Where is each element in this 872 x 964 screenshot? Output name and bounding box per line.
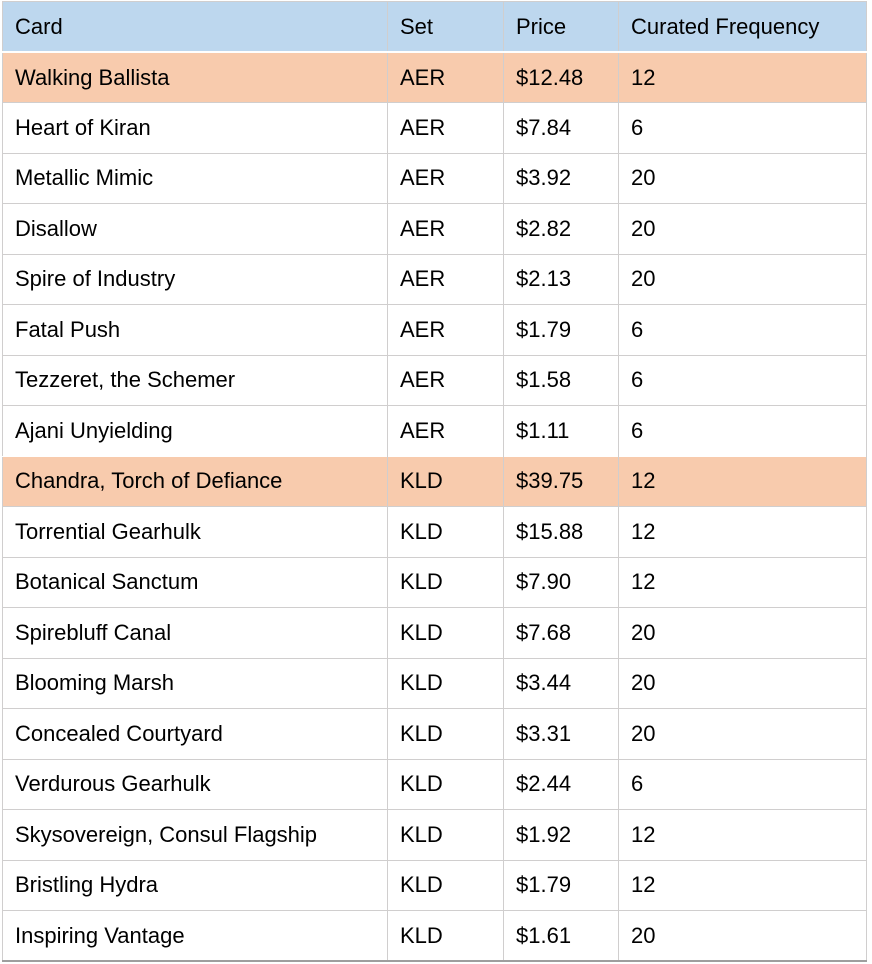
table-row: Spirebluff Canal KLD $7.68 20 [2, 607, 867, 658]
cell-price[interactable]: $1.61 [503, 910, 619, 961]
header-row: Card Set Price Curated Frequency [2, 1, 867, 53]
table-row: Fatal Push AER $1.79 6 [2, 304, 867, 355]
cell-card[interactable]: Ajani Unyielding [2, 405, 388, 456]
cell-set[interactable]: KLD [387, 657, 504, 709]
table-row: Torrential Gearhulk KLD $15.88 12 [2, 506, 867, 557]
cell-freq[interactable]: 6 [618, 405, 867, 456]
cell-price[interactable]: $7.90 [503, 556, 619, 608]
cell-freq[interactable]: 12 [618, 859, 867, 911]
table-row: Concealed Courtyard KLD $3.31 20 [2, 708, 867, 759]
cell-set[interactable]: KLD [387, 607, 504, 658]
cell-freq[interactable]: 20 [618, 253, 867, 305]
cell-price[interactable]: $3.31 [503, 708, 619, 759]
cell-price[interactable]: $2.13 [503, 253, 619, 305]
column-header-price[interactable]: Price [503, 1, 619, 53]
cell-price[interactable]: $2.44 [503, 758, 619, 810]
cell-set[interactable]: AER [387, 203, 504, 254]
cell-freq[interactable]: 20 [618, 607, 867, 658]
cell-freq[interactable]: 20 [618, 152, 867, 204]
cell-price[interactable]: $1.58 [503, 354, 619, 406]
table-row: Metallic Mimic AER $3.92 20 [2, 152, 867, 204]
cell-card[interactable]: Concealed Courtyard [2, 708, 388, 759]
cell-freq[interactable]: 20 [618, 203, 867, 254]
cell-card[interactable]: Spirebluff Canal [2, 607, 388, 658]
cell-set[interactable]: KLD [387, 859, 504, 911]
cell-card[interactable]: Skysovereign, Consul Flagship [2, 809, 388, 860]
cell-price[interactable]: $1.92 [503, 809, 619, 860]
cell-set[interactable]: KLD [387, 758, 504, 810]
cell-price[interactable]: $1.79 [503, 859, 619, 911]
cell-freq[interactable]: 12 [618, 455, 867, 507]
cell-freq[interactable]: 12 [618, 809, 867, 860]
cell-card[interactable]: Inspiring Vantage [2, 910, 388, 961]
cell-set[interactable]: KLD [387, 506, 504, 557]
column-header-frequency[interactable]: Curated Frequency [618, 1, 867, 53]
cell-freq[interactable]: 20 [618, 657, 867, 709]
cell-freq[interactable]: 12 [618, 556, 867, 608]
cell-freq[interactable]: 20 [618, 708, 867, 759]
cell-price[interactable]: $1.79 [503, 304, 619, 355]
cell-card[interactable]: Blooming Marsh [2, 657, 388, 709]
table-row: Chandra, Torch of Defiance KLD $39.75 12 [2, 455, 867, 507]
table-row: Bristling Hydra KLD $1.79 12 [2, 859, 867, 911]
cell-set[interactable]: KLD [387, 455, 504, 507]
table-row: Walking Ballista AER $12.48 12 [2, 51, 867, 103]
table-row: Tezzeret, the Schemer AER $1.58 6 [2, 354, 867, 406]
cell-price[interactable]: $2.82 [503, 203, 619, 254]
cell-price[interactable]: $12.48 [503, 51, 619, 103]
cell-card[interactable]: Metallic Mimic [2, 152, 388, 204]
table-row: Inspiring Vantage KLD $1.61 20 [2, 910, 867, 961]
table-row: Skysovereign, Consul Flagship KLD $1.92 12 [2, 809, 867, 860]
cell-freq[interactable]: 6 [618, 758, 867, 810]
cell-card[interactable]: Botanical Sanctum [2, 556, 388, 608]
table-row: Spire of Industry AER $2.13 20 [2, 253, 867, 305]
column-header-card[interactable]: Card [2, 1, 388, 53]
table-row: Verdurous Gearhulk KLD $2.44 6 [2, 758, 867, 810]
cell-freq[interactable]: 12 [618, 506, 867, 557]
cell-card[interactable]: Chandra, Torch of Defiance [2, 455, 388, 507]
cell-freq[interactable]: 12 [618, 51, 867, 103]
cell-set[interactable]: AER [387, 51, 504, 103]
cell-price[interactable]: $7.84 [503, 102, 619, 153]
cell-price[interactable]: $7.68 [503, 607, 619, 658]
cell-freq[interactable]: 6 [618, 354, 867, 406]
table-row: Disallow AER $2.82 20 [2, 203, 867, 254]
cell-set[interactable]: KLD [387, 708, 504, 759]
cell-price[interactable]: $3.44 [503, 657, 619, 709]
cell-card[interactable]: Spire of Industry [2, 253, 388, 305]
cell-set[interactable]: AER [387, 354, 504, 406]
cell-freq[interactable]: 6 [618, 102, 867, 153]
cell-price[interactable]: $15.88 [503, 506, 619, 557]
cell-card[interactable]: Verdurous Gearhulk [2, 758, 388, 810]
cell-set[interactable]: KLD [387, 809, 504, 860]
cell-card[interactable]: Heart of Kiran [2, 102, 388, 153]
cell-card[interactable]: Disallow [2, 203, 388, 254]
cell-card[interactable]: Torrential Gearhulk [2, 506, 388, 557]
column-header-set[interactable]: Set [387, 1, 504, 53]
cell-price[interactable]: $39.75 [503, 455, 619, 507]
cell-freq[interactable]: 20 [618, 910, 867, 961]
cell-price[interactable]: $1.11 [503, 405, 619, 456]
cell-price[interactable]: $3.92 [503, 152, 619, 204]
table-row: Blooming Marsh KLD $3.44 20 [2, 657, 867, 709]
table-row: Heart of Kiran AER $7.84 6 [2, 102, 867, 153]
cell-card[interactable]: Bristling Hydra [2, 859, 388, 911]
table-row: Botanical Sanctum KLD $7.90 12 [2, 556, 867, 608]
cell-set[interactable]: AER [387, 253, 504, 305]
cell-freq[interactable]: 6 [618, 304, 867, 355]
cell-card[interactable]: Fatal Push [2, 304, 388, 355]
table-row: Ajani Unyielding AER $1.11 6 [2, 405, 867, 456]
cell-set[interactable]: AER [387, 405, 504, 456]
cell-set[interactable]: KLD [387, 556, 504, 608]
cell-card[interactable]: Walking Ballista [2, 51, 388, 103]
cell-set[interactable]: AER [387, 102, 504, 153]
cell-set[interactable]: AER [387, 152, 504, 204]
cell-set[interactable]: KLD [387, 910, 504, 961]
cell-card[interactable]: Tezzeret, the Schemer [2, 354, 388, 406]
cell-set[interactable]: AER [387, 304, 504, 355]
